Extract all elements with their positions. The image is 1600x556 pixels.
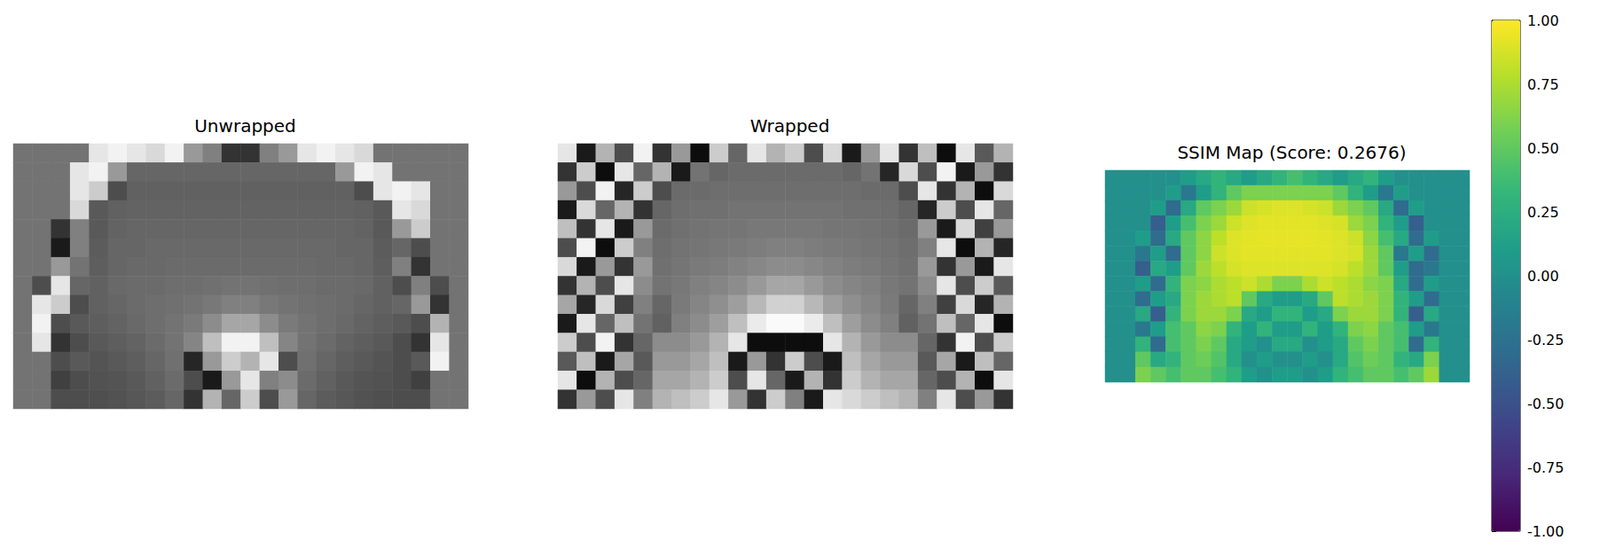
svg-text:-1.00: -1.00: [1527, 523, 1564, 541]
svg-text:0.75: 0.75: [1527, 76, 1560, 94]
svg-text:-0.50: -0.50: [1527, 395, 1564, 413]
svg-text:0.25: 0.25: [1527, 203, 1560, 221]
svg-text:-0.75: -0.75: [1527, 459, 1564, 477]
svg-text:0.00: 0.00: [1527, 267, 1560, 285]
svg-text:Wrapped: Wrapped: [750, 115, 831, 137]
svg-text:-0.25: -0.25: [1527, 331, 1564, 349]
svg-text:0.50: 0.50: [1527, 140, 1560, 157]
svg-text:1.00: 1.00: [1527, 12, 1560, 30]
svg-text:SSIM Map (Score: 0.2676): SSIM Map (Score: 0.2676): [1176, 141, 1406, 164]
svg-text:Unwrapped: Unwrapped: [194, 115, 297, 137]
